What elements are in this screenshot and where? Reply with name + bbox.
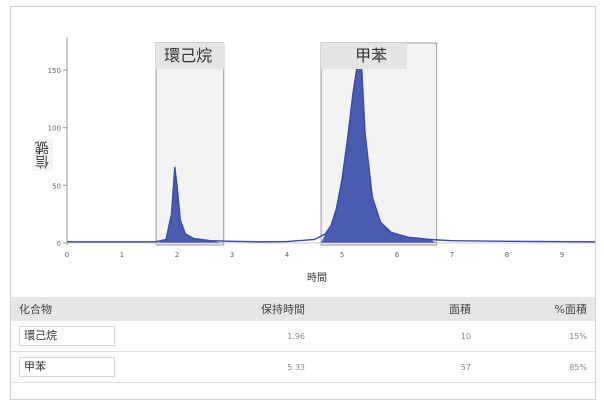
results-table: 化合物 保持時間 面積 %面積 環己烷 1.96 10 15% 甲苯 5.33 … <box>11 297 595 383</box>
chromatogram-window: 0 50 100 150 0 1 2 3 4 5 6 7 8 9 信號 時間 環己烷 甲苯 × 化合物 保… <box>10 6 596 400</box>
x-tick-label: 1 <box>120 251 124 259</box>
y-tick-label: 0 <box>57 240 61 248</box>
table-header-row: 化合物 保持時間 面積 %面積 <box>11 297 595 321</box>
peak-label-text: 環己烷 <box>164 46 213 65</box>
column-header-retention: 保持時間 <box>177 297 313 321</box>
y-axis-label: 信號 <box>33 139 53 171</box>
compound-cell: 甲苯 <box>11 351 177 383</box>
x-tick-label: 9 <box>560 251 564 259</box>
chromatogram-chart: 0 50 100 150 0 1 2 3 4 5 6 7 8 9 <box>48 37 595 259</box>
pct-area-cell: 15% <box>479 321 595 352</box>
compound-name-field[interactable]: 環己烷 <box>19 326 115 346</box>
peak-region-band <box>155 42 225 246</box>
x-tick-label: 5 <box>340 251 344 259</box>
x-tick-label: 8 <box>505 251 509 259</box>
peak-label-cyclohexane[interactable]: 環己烷 <box>156 43 224 69</box>
column-header-pct-area: %面積 <box>479 297 595 321</box>
x-axis-label: 時間 <box>307 273 327 284</box>
y-tick-label: 150 <box>48 67 61 75</box>
close-icon[interactable]: × <box>374 48 386 63</box>
column-header-area: 面積 <box>313 297 479 321</box>
x-tick-label: 6 <box>395 251 400 259</box>
compound-cell: 環己烷 <box>11 321 177 352</box>
peak-area <box>156 166 224 243</box>
x-tick-label: 0 <box>65 251 69 259</box>
area-cell: 57 <box>313 351 479 383</box>
peak-label-toluene[interactable]: 甲苯 × <box>321 43 407 69</box>
pct-area-cell: 85% <box>479 351 595 383</box>
retention-cell: 5.33 <box>177 351 313 383</box>
column-header-compound: 化合物 <box>11 297 177 321</box>
peak-label-text: 甲苯 <box>355 46 388 65</box>
x-tick-label: 3 <box>230 251 234 259</box>
retention-cell: 1.96 <box>177 321 313 352</box>
signal-line <box>67 60 595 243</box>
x-tick-label: 7 <box>450 251 454 259</box>
x-tick-label: 4 <box>285 251 290 259</box>
y-tick-label: 50 <box>52 182 61 190</box>
peak-area <box>321 62 437 243</box>
compound-name-field[interactable]: 甲苯 <box>19 357 115 377</box>
y-tick-label: 100 <box>48 125 61 133</box>
x-tick-label: 2 <box>175 251 179 259</box>
table-row[interactable]: 甲苯 5.33 57 85% <box>11 351 595 383</box>
area-cell: 10 <box>313 321 479 352</box>
table-row[interactable]: 環己烷 1.96 10 15% <box>11 321 595 352</box>
